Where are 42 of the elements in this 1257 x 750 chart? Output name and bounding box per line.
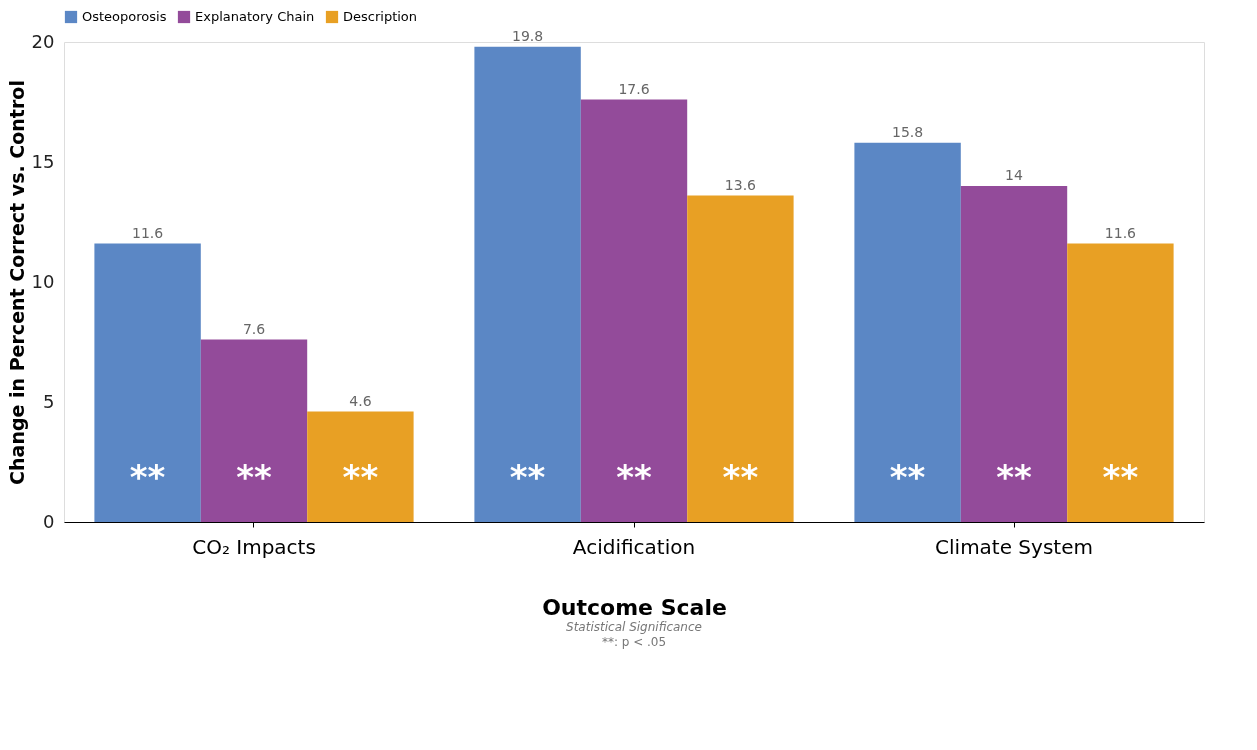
bar <box>200 339 308 522</box>
data-label: 13.6 <box>724 176 757 193</box>
annotation: ** <box>129 456 166 497</box>
annotation: ** <box>1102 456 1139 497</box>
data-label: 15.8 <box>892 123 924 140</box>
text: **: p < .05 <box>601 635 667 649</box>
legend-label: Osteoporosis <box>82 9 167 24</box>
data-label: 7.6 <box>242 320 266 337</box>
data-label: 4.6 <box>349 392 372 409</box>
legend-label: Explanatory Chain <box>195 9 315 24</box>
y-tick-label: 0 <box>43 510 55 532</box>
data-label: 17.6 <box>618 80 650 97</box>
data-label: 11.6 <box>132 224 164 241</box>
x-tick-label: Acidification <box>572 534 696 559</box>
y-tick-label: 20 <box>31 30 55 52</box>
x-axis-title: Outcome Scale <box>542 594 727 620</box>
annotation: ** <box>722 456 759 497</box>
annotation: ** <box>616 456 652 497</box>
bar <box>1067 243 1174 522</box>
annotation: ** <box>342 456 379 497</box>
x-tick-label: Climate System <box>935 534 1093 559</box>
bar <box>687 195 794 522</box>
bar <box>474 46 581 522</box>
y-tick-label: 10 <box>31 270 55 292</box>
data-label: 14 <box>1005 167 1023 183</box>
y-tick-label: 15 <box>31 150 55 172</box>
annotation: ** <box>236 456 272 497</box>
annotation: ** <box>996 456 1032 497</box>
bar <box>307 411 414 522</box>
bar <box>580 99 688 522</box>
data-label: 11.6 <box>1104 224 1137 241</box>
annotation: ** <box>509 456 546 497</box>
bar <box>94 243 201 522</box>
y-axis-title: Change in Percent Correct vs. Control <box>5 80 28 485</box>
x-tick-label: CO₂ Impacts <box>192 534 316 559</box>
text: Statistical Significance <box>566 620 702 634</box>
y-tick-label: 5 <box>43 390 55 412</box>
legend-label: Description <box>343 9 418 24</box>
data-label: 19.8 <box>512 27 544 44</box>
bar <box>960 186 1068 522</box>
bar <box>854 142 961 522</box>
annotation: ** <box>889 456 926 497</box>
